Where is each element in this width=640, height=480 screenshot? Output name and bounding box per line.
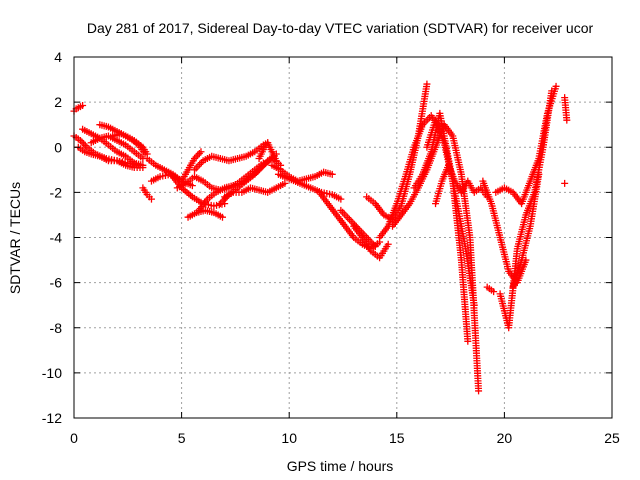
y-tick-label: 4	[54, 49, 62, 65]
x-tick-labels: 0 5 10 15 20 25	[70, 430, 620, 446]
data-point	[464, 337, 472, 345]
data-point	[548, 87, 556, 95]
y-axis-label: SDTVAR / TECUs	[7, 182, 23, 294]
data-points	[70, 80, 571, 395]
data-point	[188, 182, 196, 190]
data-point	[147, 195, 155, 203]
y-tick-labels: -12 -10 -8 -6 -4 -2 0 2 4	[42, 49, 62, 426]
data-point	[552, 82, 560, 90]
data-point	[139, 161, 147, 169]
y-tick-label: -8	[50, 320, 63, 336]
y-tick-label: -2	[50, 184, 63, 200]
data-point	[197, 148, 205, 156]
data-point	[272, 157, 280, 165]
x-tick-label: 5	[178, 430, 186, 446]
data-point	[423, 80, 431, 88]
x-tick-label: 10	[281, 430, 297, 446]
x-tick-label: 15	[389, 430, 405, 446]
y-tick-label: -10	[42, 365, 62, 381]
axis-ticks	[73, 56, 613, 419]
x-tick-label: 0	[70, 430, 78, 446]
data-point	[563, 116, 571, 124]
y-tick-label: -12	[42, 410, 62, 426]
data-point	[78, 138, 86, 146]
chart-title: Day 281 of 2017, Sidereal Day-to-day VTE…	[87, 20, 594, 36]
data-point	[218, 213, 226, 221]
data-point	[475, 387, 483, 395]
data-point	[371, 243, 379, 251]
data-point	[490, 288, 498, 296]
data-point	[384, 240, 392, 248]
y-tick-label: -6	[50, 275, 63, 291]
grid	[74, 57, 612, 418]
data-point	[195, 149, 203, 157]
data-point	[281, 179, 289, 187]
y-tick-label: 2	[54, 94, 62, 110]
data-point	[470, 301, 478, 309]
data-point	[535, 170, 543, 178]
y-tick-label: 0	[54, 139, 62, 155]
x-tick-label: 25	[604, 430, 620, 446]
data-point	[80, 140, 88, 148]
y-tick-label: -4	[50, 230, 63, 246]
x-axis-label: GPS time / hours	[287, 458, 394, 474]
data-point	[194, 151, 202, 159]
data-point	[337, 195, 345, 203]
x-tick-label: 20	[497, 430, 513, 446]
data-point	[79, 102, 87, 110]
data-point	[328, 170, 336, 178]
data-point	[561, 179, 569, 187]
data-point	[141, 150, 149, 158]
